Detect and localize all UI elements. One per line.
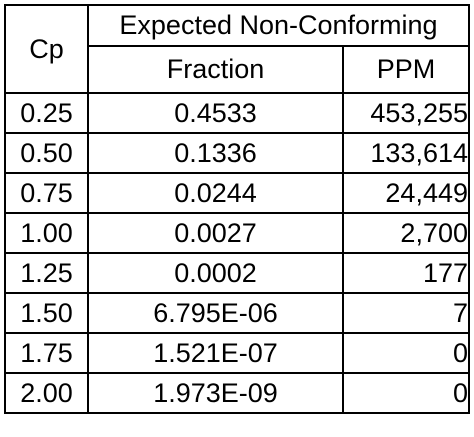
- cp-cell: 1.00: [4, 212, 89, 254]
- ppm-cell: 0: [342, 332, 470, 374]
- ppm-cell: 177: [342, 252, 470, 294]
- cp-cell: 1.25: [4, 252, 89, 294]
- table-body: Cp Expected Non-Conforming Fraction PPM …: [4, 4, 470, 414]
- fraction-cell: 0.0244: [87, 172, 344, 214]
- table-row: 1.50 6.795E-06 7: [4, 292, 470, 334]
- cp-cell: 1.75: [4, 332, 89, 374]
- ppm-cell: 2,700: [342, 212, 470, 254]
- ppm-cell: 453,255: [342, 92, 470, 134]
- cp-cell: 0.50: [4, 132, 89, 174]
- ppm-cell: 0: [342, 372, 470, 414]
- header-row-1: Cp Expected Non-Conforming: [4, 4, 470, 94]
- fraction-cell: 6.795E-06: [87, 292, 344, 334]
- table-row: 2.00 1.973E-09 0: [4, 372, 470, 414]
- fraction-column-header: Fraction: [87, 45, 344, 94]
- cp-column-header: Cp: [4, 4, 89, 94]
- fraction-cell: 0.1336: [87, 132, 344, 174]
- fraction-cell: 0.0027: [87, 212, 344, 254]
- table-row: 0.75 0.0244 24,449: [4, 172, 470, 214]
- table-row: 0.50 0.1336 133,614: [4, 132, 470, 174]
- cp-cell: 2.00: [4, 372, 89, 414]
- table-row: 1.00 0.0027 2,700: [4, 212, 470, 254]
- ppm-cell: 7: [342, 292, 470, 334]
- expected-non-conforming-header: Expected Non-Conforming: [87, 4, 470, 47]
- cp-cell: 0.25: [4, 92, 89, 134]
- ppm-column-header: PPM: [342, 45, 470, 94]
- table-row: 1.75 1.521E-07 0: [4, 332, 470, 374]
- fraction-cell: 0.0002: [87, 252, 344, 294]
- header-row-2: Fraction PPM: [5, 45, 470, 94]
- cp-ppm-table: Cp Expected Non-Conforming Fraction PPM …: [4, 4, 470, 414]
- fraction-cell: 1.973E-09: [87, 372, 344, 414]
- ppm-cell: 24,449: [342, 172, 470, 214]
- table-row: 0.25 0.4533 453,255: [4, 92, 470, 134]
- table-row: 1.25 0.0002 177: [4, 252, 470, 294]
- ppm-cell: 133,614: [342, 132, 470, 174]
- fraction-cell: 1.521E-07: [87, 332, 344, 374]
- cp-cell: 1.50: [4, 292, 89, 334]
- fraction-cell: 0.4533: [87, 92, 344, 134]
- cp-cell: 0.75: [4, 172, 89, 214]
